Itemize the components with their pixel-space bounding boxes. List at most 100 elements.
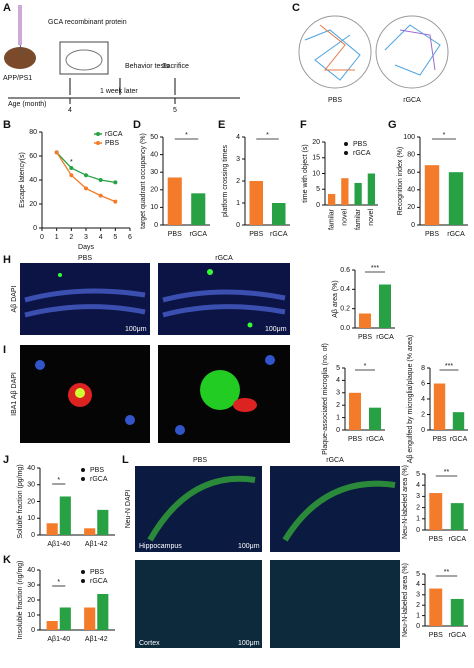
legend-label: PBS [105,140,119,147]
micrograph [135,560,262,648]
x-tick-label: 1 [55,234,59,241]
y-tick-label: 3 [336,390,340,397]
y-tick-label: 0.2 [340,306,350,313]
bar [448,172,464,225]
x-tick-label: PBS [249,231,263,238]
x-tick-label: 6 [128,234,132,241]
y-tick-label: 20 [29,201,37,208]
y-tick-label: 8 [421,365,425,372]
brain-box [59,41,109,75]
y-tick-label: 0 [416,527,420,534]
bar [369,407,381,430]
y-tick-label: 10 [27,612,35,619]
y-tick-label: 30 [27,482,35,489]
point [98,178,103,182]
microglia [233,398,257,412]
y-axis-label: target quadrant occupancy (%) [140,133,147,229]
x-tick-label: PBS [348,436,362,443]
legend-swatch [344,151,348,155]
y-tick-label: 0.4 [340,286,350,293]
region-label: Cortex [139,640,160,647]
micrograph [158,263,290,335]
x-axis-label: Days [78,244,94,251]
y-tick-label: 0.0 [340,325,350,332]
schematic-text: 5 [173,107,177,114]
y-tick-label: 60 [29,153,37,160]
stain-label: IBA1 Aβ DAPI [11,372,18,416]
y-tick-label: 0 [33,225,37,232]
x-tick-label: 2 [69,234,73,241]
point [54,150,59,155]
y-tick-label: 0 [416,623,420,630]
legend-label: rGCA [353,150,371,157]
y-tick-label: 0.6 [340,267,350,274]
x-tick-label: Aβ1-42 [85,636,108,643]
y-axis-label: Neu-N-labeled area (%) [402,563,409,637]
y-axis-label: Plaque-associated microglia (no. of) [322,343,329,455]
panel-letter: G [388,119,397,131]
group-label: PBS [193,457,207,464]
plaque [75,388,85,398]
x-tick-label: rGCA [449,536,467,543]
bar [327,193,336,205]
bar [46,523,58,535]
trajectory [399,29,436,71]
scale-bar: 100μm [238,640,260,647]
y-tick-label: 5 [316,186,320,193]
y-tick-label: 4 [416,482,420,489]
water-maze [298,15,372,89]
y-axis-label: Recognition index (%) [397,147,404,215]
bar [354,182,362,205]
schematic-text: Behavior tests [125,63,170,70]
significance: * [57,477,60,484]
legend-label: PBS [90,467,104,474]
bar [191,193,206,225]
y-tick-label: 3 [416,493,420,500]
brain [65,49,103,71]
y-tick-label: 4 [336,377,340,384]
significance: *** [371,265,379,272]
panel-letter: L [122,454,129,466]
region-label: Hippocampus [139,543,182,550]
y-axis-label: time with object (s) [302,144,309,202]
bar [272,203,286,225]
bar [379,284,391,328]
x-tick-label: rGCA [450,436,468,443]
x-tick-label: Aβ1-42 [85,541,108,548]
nucleus [265,355,275,365]
bar [46,621,58,630]
y-tick-label: 1 [236,200,240,207]
y-tick-label: 20 [27,597,35,604]
y-tick-label: 40 [27,567,35,574]
schematic-text: GCA recombinant protein [48,19,127,26]
y-tick-label: 20 [407,204,415,211]
legend-swatch [81,570,85,574]
significance: * [185,132,188,139]
bar [429,588,443,626]
bar [367,173,376,205]
bar [452,412,465,430]
bar [450,598,464,626]
y-axis-label: platform crossing times [222,145,229,217]
legend-label: rGCA [105,131,123,138]
group-label: rGCA [326,457,344,464]
bar [84,528,96,535]
group-label: rGCA [215,255,233,262]
y-tick-label: 10 [312,170,320,177]
x-tick-label: Aβ1-40 [47,636,70,643]
schematic-text: Sacrifice [162,63,189,70]
significance: * [266,132,269,139]
legend-swatch [96,132,100,136]
significance: * [443,132,446,139]
group-label: PBS [328,97,342,104]
legend-label: PBS [90,569,104,576]
y-tick-label: 3 [416,592,420,599]
y-tick-label: 50 [150,134,158,141]
x-tick-label: 0 [40,234,44,241]
legend-label: rGCA [90,476,108,483]
y-tick-label: 2 [416,602,420,609]
y-tick-label: 20 [150,187,158,194]
stain-label: Aβ DAPI [11,285,18,312]
y-tick-label: 2 [421,411,425,418]
